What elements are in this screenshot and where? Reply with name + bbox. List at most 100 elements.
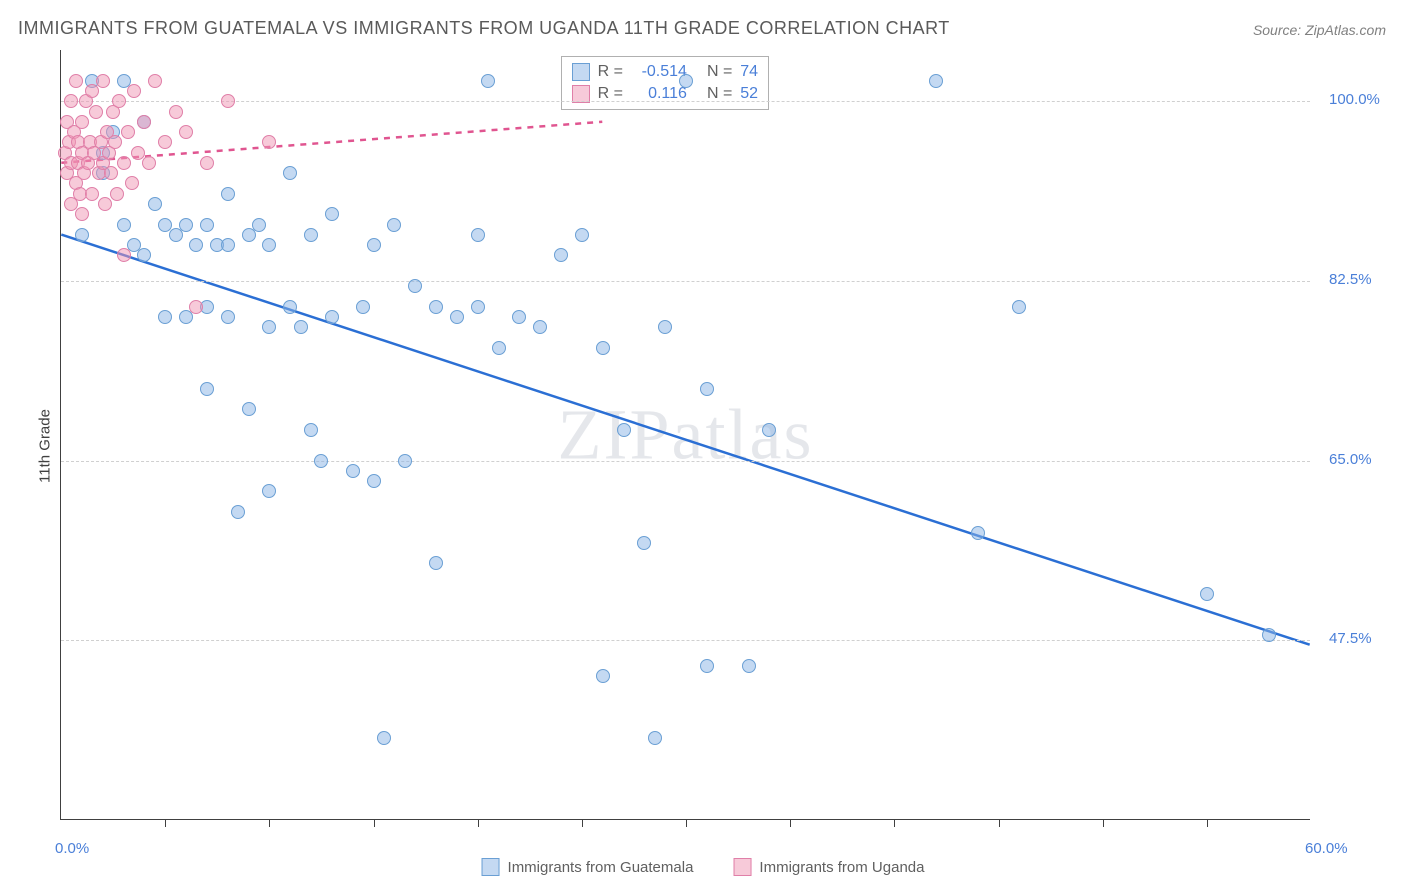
scatter-point — [179, 218, 193, 232]
scatter-point — [85, 84, 99, 98]
scatter-point — [325, 207, 339, 221]
legend-label: Immigrants from Uganda — [759, 859, 924, 876]
stat-swatch-icon — [572, 85, 590, 103]
scatter-point — [596, 669, 610, 683]
scatter-point — [398, 454, 412, 468]
scatter-point — [158, 310, 172, 324]
scatter-point — [294, 320, 308, 334]
scatter-point — [85, 187, 99, 201]
scatter-point — [137, 115, 151, 129]
scatter-point — [304, 228, 318, 242]
scatter-point — [89, 105, 103, 119]
chart-title: IMMIGRANTS FROM GUATEMALA VS IMMIGRANTS … — [18, 18, 950, 39]
scatter-point — [200, 382, 214, 396]
scatter-point — [104, 166, 118, 180]
scatter-point — [75, 207, 89, 221]
scatter-point — [179, 310, 193, 324]
scatter-point — [110, 187, 124, 201]
legend-label: Immigrants from Guatemala — [508, 859, 694, 876]
scatter-point — [1012, 300, 1026, 314]
x-tick — [582, 819, 583, 827]
scatter-point — [117, 156, 131, 170]
scatter-point — [929, 74, 943, 88]
scatter-point — [189, 238, 203, 252]
y-tick-label: 82.5% — [1329, 271, 1372, 288]
scatter-point — [471, 228, 485, 242]
y-tick-label: 100.0% — [1329, 91, 1380, 108]
x-tick — [790, 819, 791, 827]
x-tick — [478, 819, 479, 827]
legend-swatch-icon — [482, 858, 500, 876]
x-tick — [269, 819, 270, 827]
scatter-point — [283, 300, 297, 314]
scatter-point — [221, 310, 235, 324]
scatter-point — [262, 238, 276, 252]
scatter-point — [221, 187, 235, 201]
scatter-point — [148, 197, 162, 211]
scatter-point — [700, 659, 714, 673]
scatter-point — [98, 197, 112, 211]
scatter-point — [142, 156, 156, 170]
scatter-point — [637, 536, 651, 550]
scatter-point — [262, 484, 276, 498]
scatter-point — [242, 402, 256, 416]
x-tick — [374, 819, 375, 827]
plot-area: ZIPatlas R =-0.514N =74R =0.116N =52 47.… — [60, 50, 1310, 820]
bottom-legend: Immigrants from Guatemala Immigrants from… — [482, 858, 925, 876]
scatter-point — [450, 310, 464, 324]
scatter-point — [108, 135, 122, 149]
scatter-point — [169, 228, 183, 242]
scatter-point — [221, 238, 235, 252]
scatter-point — [283, 166, 297, 180]
scatter-point — [387, 218, 401, 232]
scatter-point — [742, 659, 756, 673]
scatter-point — [658, 320, 672, 334]
scatter-point — [117, 218, 131, 232]
x-tick — [686, 819, 687, 827]
stats-row: R =-0.514N =74 — [572, 61, 758, 83]
x-tick — [1207, 819, 1208, 827]
scatter-point — [481, 74, 495, 88]
stat-n-label: N = — [707, 85, 732, 103]
trend-line — [61, 235, 1309, 645]
stat-n-label: N = — [707, 63, 732, 81]
gridline — [61, 101, 1310, 102]
scatter-point — [648, 731, 662, 745]
scatter-point — [1200, 587, 1214, 601]
scatter-point — [64, 94, 78, 108]
scatter-point — [512, 310, 526, 324]
scatter-point — [252, 218, 266, 232]
scatter-point — [231, 505, 245, 519]
scatter-point — [325, 310, 339, 324]
scatter-point — [367, 474, 381, 488]
scatter-point — [75, 115, 89, 129]
scatter-point — [762, 423, 776, 437]
scatter-point — [304, 423, 318, 437]
scatter-point — [158, 135, 172, 149]
scatter-point — [1262, 628, 1276, 642]
scatter-point — [221, 94, 235, 108]
scatter-point — [137, 248, 151, 262]
scatter-point — [125, 176, 139, 190]
legend-swatch-icon — [733, 858, 751, 876]
scatter-point — [367, 238, 381, 252]
legend-item: Immigrants from Uganda — [733, 858, 924, 876]
scatter-point — [69, 74, 83, 88]
x-tick — [999, 819, 1000, 827]
x-tick — [1103, 819, 1104, 827]
scatter-point — [471, 300, 485, 314]
stat-r-value: 0.116 — [631, 85, 687, 103]
x-tick — [894, 819, 895, 827]
y-axis-label: 11th Grade — [36, 409, 53, 483]
scatter-point — [179, 125, 193, 139]
scatter-point — [575, 228, 589, 242]
scatter-point — [554, 248, 568, 262]
stat-r-label: R = — [598, 63, 623, 81]
scatter-point — [429, 556, 443, 570]
scatter-point — [262, 135, 276, 149]
trend-lines-layer — [61, 50, 1310, 819]
scatter-point — [356, 300, 370, 314]
scatter-point — [262, 320, 276, 334]
y-tick-label: 47.5% — [1329, 630, 1372, 647]
x-tick — [165, 819, 166, 827]
